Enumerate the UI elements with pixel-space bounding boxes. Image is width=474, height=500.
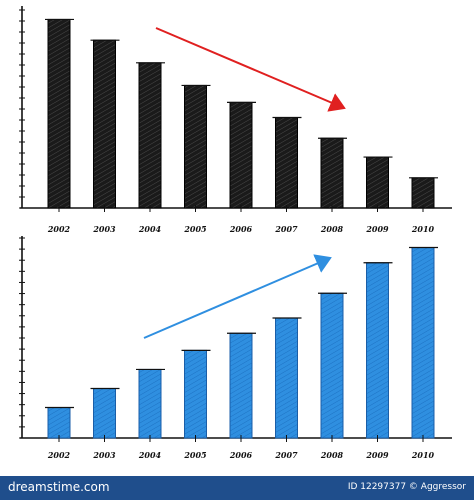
bottom-bar-chart: 2002 2003 2004 2005 2006 2007 2008 2009 2010 bbox=[19, 236, 452, 460]
bar-2008 bbox=[320, 137, 344, 209]
bar-2004 bbox=[138, 368, 162, 439]
x-tick-label-2007: 2007 bbox=[274, 450, 298, 460]
bar-2003 bbox=[93, 39, 116, 209]
x-tick-label-2009: 2009 bbox=[365, 450, 389, 460]
x-tick-label-2008: 2008 bbox=[320, 450, 344, 460]
x-tick-label-2009: 2009 bbox=[365, 224, 389, 234]
x-tick-label-2005: 2005 bbox=[183, 450, 207, 460]
x-tick-label-2006: 2006 bbox=[229, 450, 253, 460]
footer-credit: ID 12297377 © Aggressor bbox=[347, 482, 466, 492]
bar-2009 bbox=[366, 156, 389, 209]
bar-2007 bbox=[275, 116, 298, 209]
x-tick-label-2003: 2003 bbox=[92, 224, 116, 234]
bar-2010 bbox=[411, 177, 435, 209]
x-tick-label-2007: 2007 bbox=[274, 224, 298, 234]
x-tick-label-2002: 2002 bbox=[47, 450, 71, 460]
x-tick-label-2010: 2010 bbox=[411, 224, 435, 234]
bar-2008 bbox=[320, 292, 344, 439]
bar-2004 bbox=[138, 62, 162, 209]
bar-2005 bbox=[184, 349, 207, 439]
bar-2006 bbox=[229, 101, 253, 209]
footer-site: dreamstime.com bbox=[8, 480, 110, 494]
bar-2007 bbox=[275, 317, 298, 439]
x-tick-label-2004: 2004 bbox=[138, 224, 162, 234]
bar-2003 bbox=[93, 387, 116, 439]
trend-arrow-down bbox=[155, 27, 346, 112]
x-tick-label-2002: 2002 bbox=[47, 224, 71, 234]
bar-2010 bbox=[411, 247, 435, 439]
x-tick-label-2008: 2008 bbox=[320, 224, 344, 234]
bar-2009 bbox=[366, 262, 389, 439]
bar-2002 bbox=[47, 407, 71, 439]
x-tick-label-2003: 2003 bbox=[92, 450, 116, 460]
footer-bar: dreamstime.com ID 12297377 © Aggressor bbox=[0, 476, 474, 500]
trend-arrow-up bbox=[143, 254, 332, 339]
x-tick-label-2004: 2004 bbox=[138, 450, 162, 460]
bar-2005 bbox=[184, 84, 207, 209]
top-bar-chart: 2002 2003 2004 2005 2006 2007 2008 2009 2010 bbox=[19, 6, 452, 234]
x-tick-label-2006: 2006 bbox=[229, 224, 253, 234]
x-tick-label-2005: 2005 bbox=[183, 224, 207, 234]
bar-2002 bbox=[47, 18, 71, 209]
bar-2006 bbox=[229, 332, 253, 439]
x-tick-label-2010: 2010 bbox=[411, 450, 435, 460]
